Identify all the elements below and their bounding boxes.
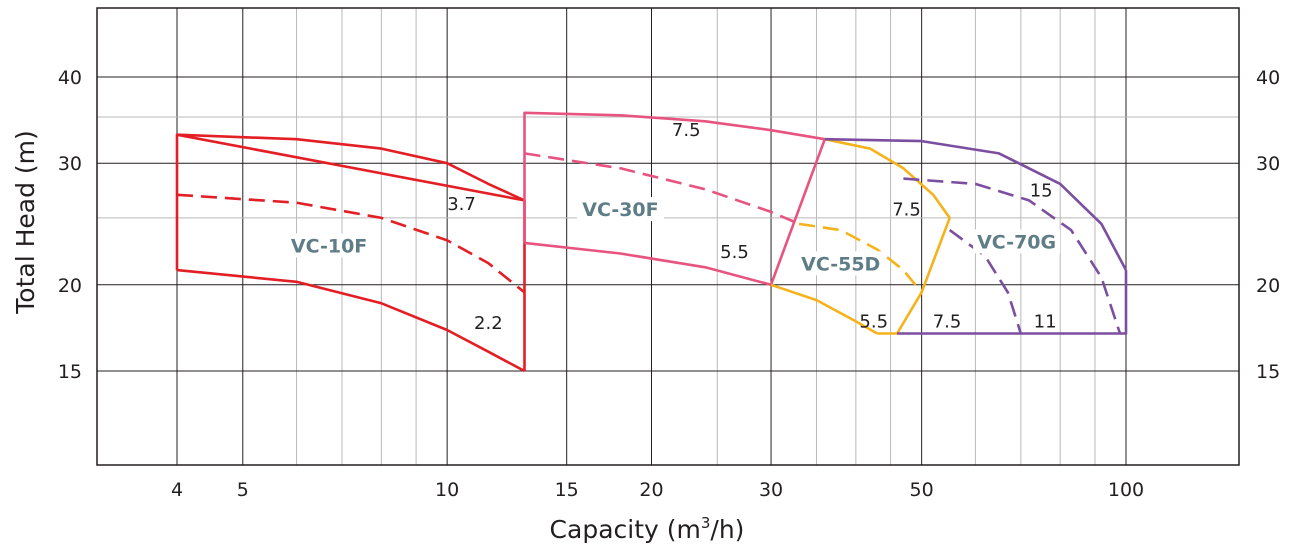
vc-10f-frame bbox=[175, 133, 526, 371]
x-tick-label: 10 bbox=[435, 479, 459, 501]
vc-55d-curve-dashed bbox=[798, 222, 923, 294]
vc-70g-curve bbox=[824, 137, 1128, 271]
model-label-background bbox=[285, 233, 373, 258]
y-tick-label-right: 20 bbox=[1256, 275, 1280, 297]
vc-30f-curve bbox=[524, 241, 772, 287]
grid-layer bbox=[97, 8, 1239, 465]
motor-power-label: 3.7 bbox=[447, 194, 476, 215]
motor-power-label: 15 bbox=[1030, 180, 1053, 201]
x-tick-label: 4 bbox=[171, 479, 183, 501]
tick-labels: 4 5 10 15 20 30 50 100 15 15 20 20 30 30 40 40 bbox=[58, 67, 1280, 501]
y-tick-label-left: 20 bbox=[58, 275, 82, 297]
motor-power-label: 5.5 bbox=[720, 242, 749, 263]
motor-power-label: 7.5 bbox=[672, 120, 701, 141]
y-tick-label-right: 30 bbox=[1256, 153, 1280, 175]
annotations: VC-10F 3.7 2.2 VC-30F 7.5 5.5 VC-55D 7.5 5.5 7.5 V… bbox=[285, 120, 1061, 334]
model-label: VC-70G bbox=[977, 231, 1056, 253]
motor-power-label: 7.5 bbox=[933, 311, 962, 332]
vc-10f-curve bbox=[176, 133, 526, 202]
x-axis-title-superscript: 3 bbox=[701, 514, 711, 532]
y-tick-label-left: 30 bbox=[58, 153, 82, 175]
model-label-background bbox=[797, 251, 885, 276]
vc-10f-curve bbox=[176, 268, 526, 373]
y-tick-label-right: 15 bbox=[1256, 361, 1280, 383]
x-axis-title-suffix: /h) bbox=[710, 515, 744, 544]
model-label: VC-10F bbox=[291, 235, 367, 257]
vc-55d-frame bbox=[877, 217, 951, 335]
vc-30f-frame bbox=[769, 138, 827, 286]
y-axis-title: Total Head (m) bbox=[11, 130, 40, 315]
model-label-background bbox=[973, 229, 1061, 254]
vc-55d-curve bbox=[770, 283, 878, 335]
y-tick-label-right: 40 bbox=[1256, 67, 1280, 89]
x-tick-label: 15 bbox=[555, 479, 579, 501]
curves-layer bbox=[175, 111, 1128, 373]
y-tick-label-left: 40 bbox=[58, 67, 82, 89]
vc-10f-curve-dashed bbox=[176, 193, 526, 294]
x-tick-label: 30 bbox=[759, 479, 783, 501]
x-axis-title: Capacity (m3/h) bbox=[550, 514, 745, 544]
x-axis-title-prefix: Capacity (m bbox=[550, 515, 701, 544]
y-tick-label-left: 15 bbox=[58, 361, 82, 383]
vc-30f-curve-dashed bbox=[524, 152, 800, 226]
motor-power-label: 2.2 bbox=[474, 313, 503, 334]
vc-70g-frame bbox=[897, 270, 1128, 335]
motor-power-label: 7.5 bbox=[892, 200, 921, 221]
x-tick-label: 20 bbox=[639, 479, 663, 501]
model-label: VC-30F bbox=[582, 199, 658, 221]
x-tick-label: 5 bbox=[237, 479, 249, 501]
x-tick-label: 50 bbox=[910, 479, 934, 501]
motor-power-label: 11 bbox=[1034, 311, 1057, 332]
x-tick-label: 100 bbox=[1108, 479, 1144, 501]
vc-70g-curve-dashed bbox=[948, 229, 1023, 334]
plot-frame bbox=[96, 7, 1240, 466]
vc-30f-curve bbox=[524, 111, 826, 141]
vc-70g-curve-dashed bbox=[903, 177, 1122, 334]
vc-55d-curve bbox=[824, 137, 951, 219]
motor-power-label: 5.5 bbox=[859, 311, 888, 332]
model-label-background bbox=[576, 197, 664, 222]
model-label: VC-55D bbox=[801, 253, 880, 275]
